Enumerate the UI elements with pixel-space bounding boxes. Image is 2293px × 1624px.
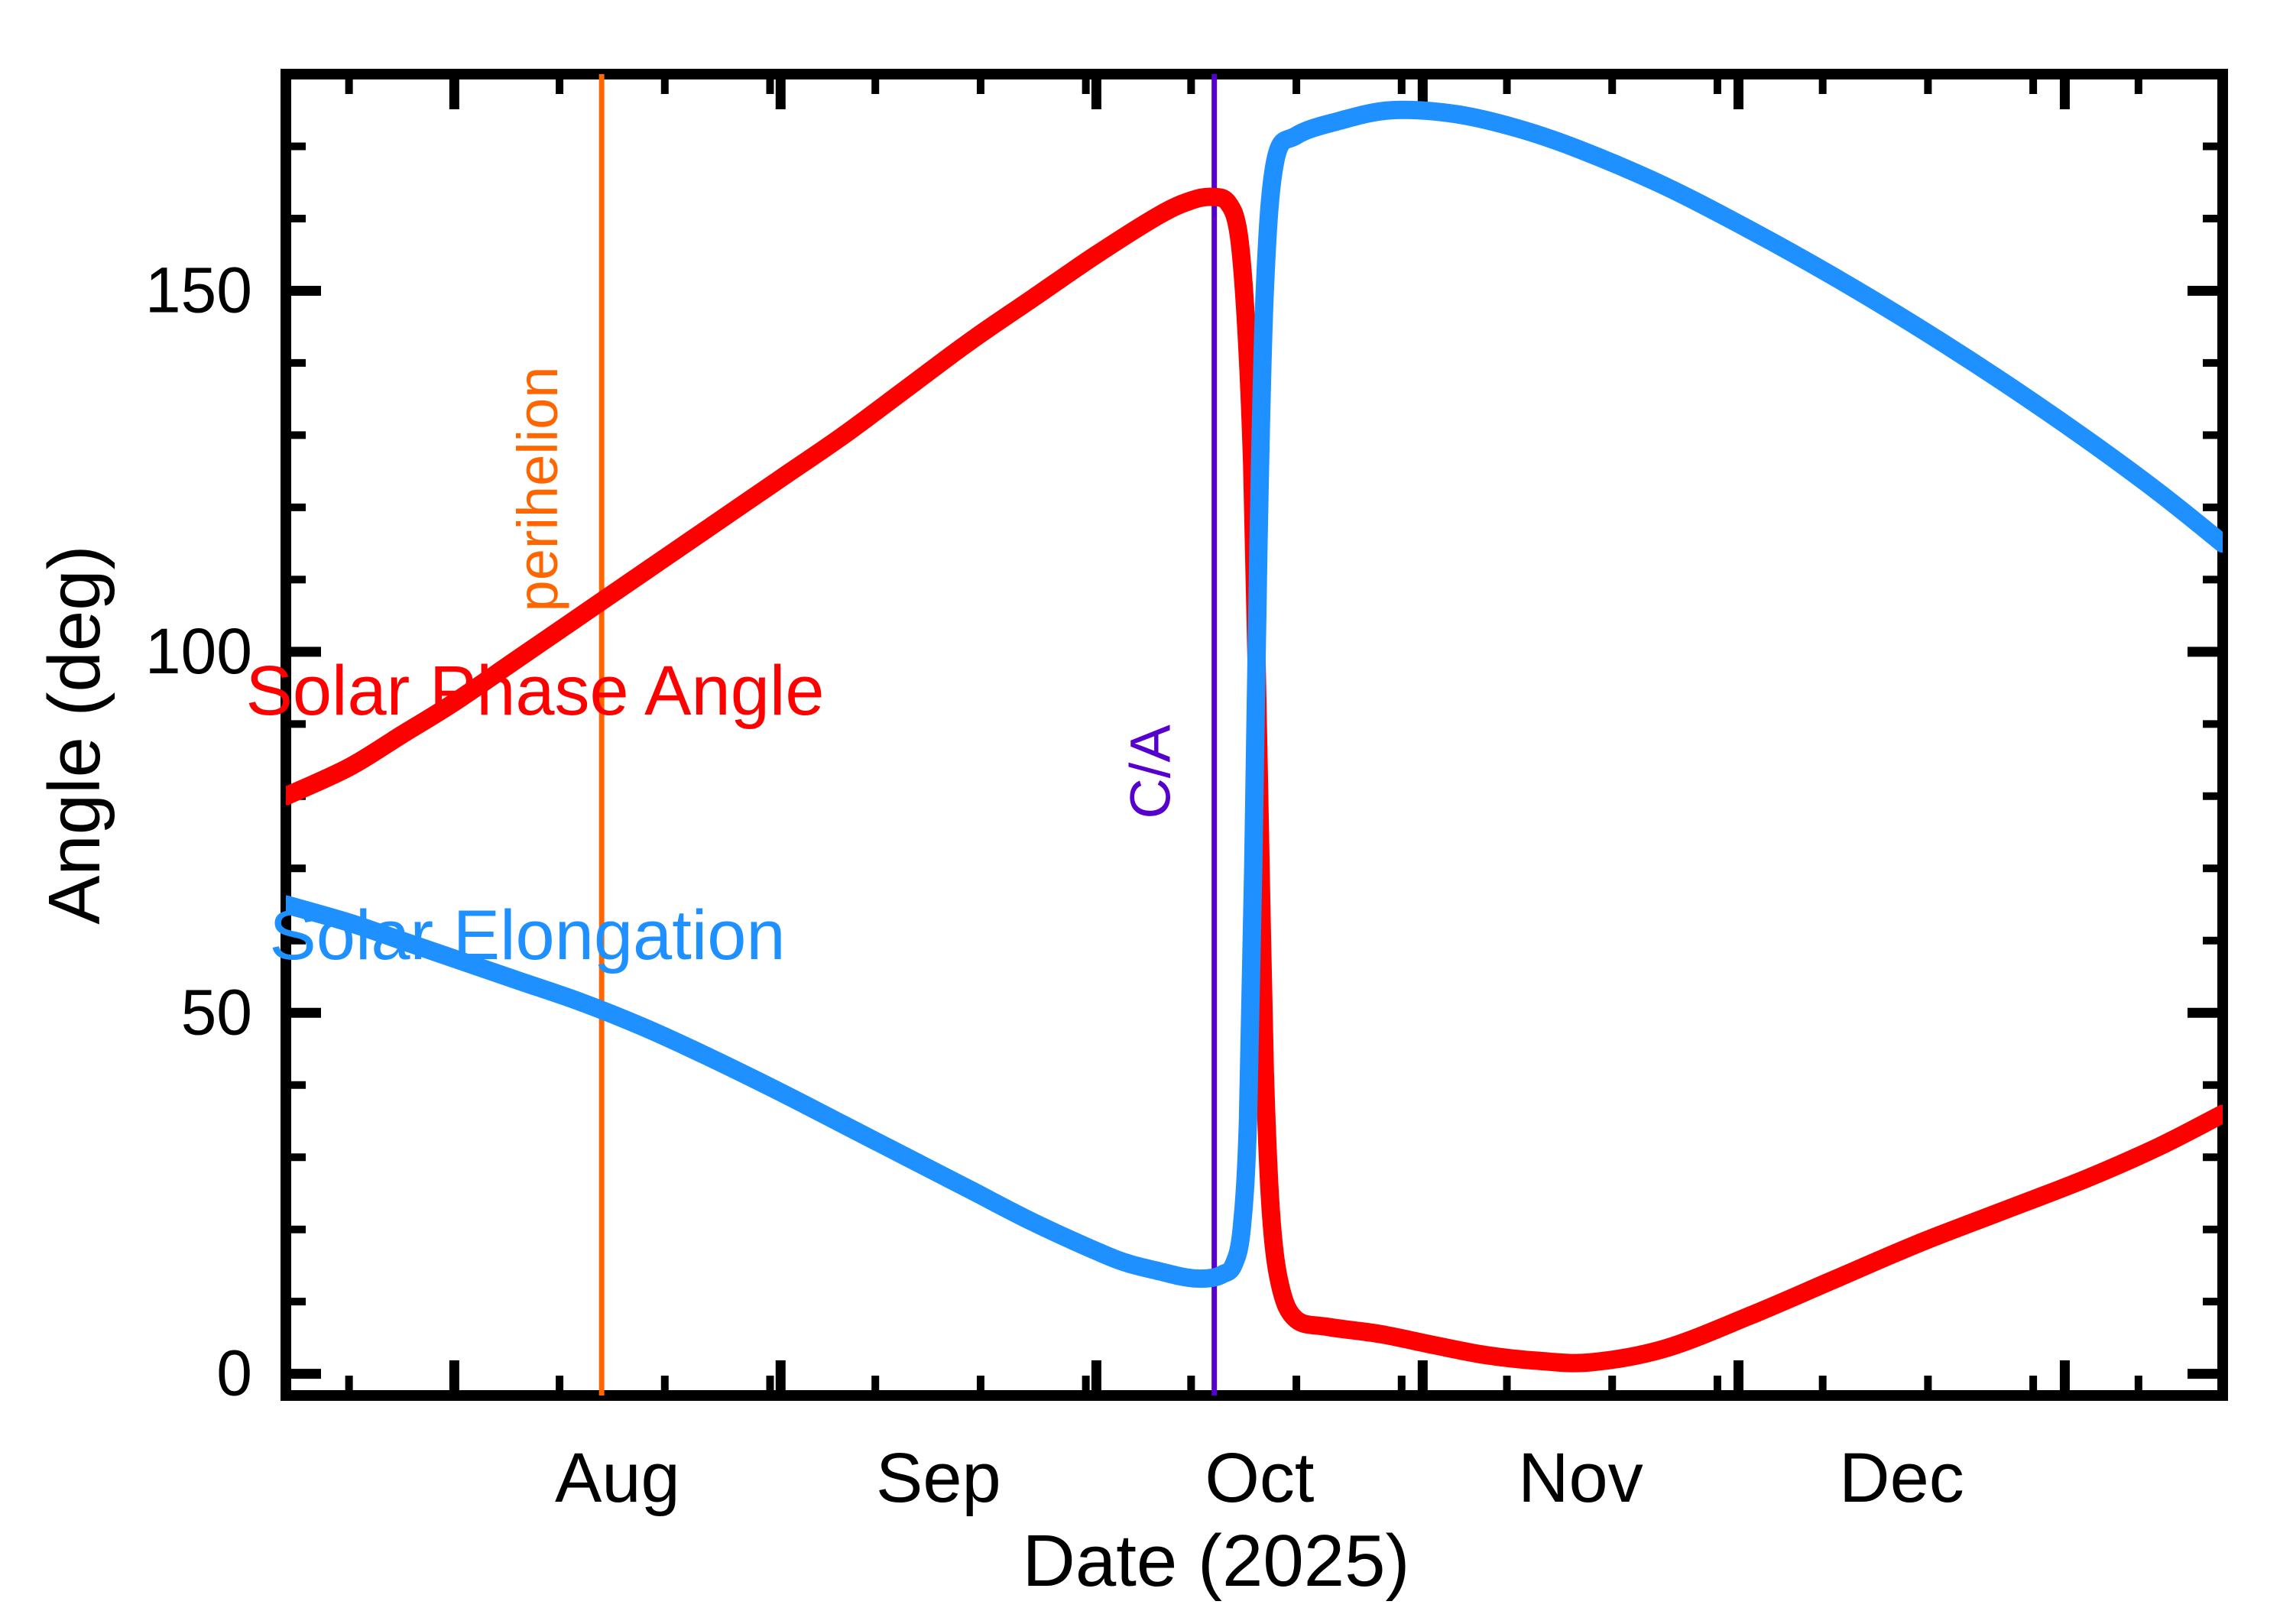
annotation-label-close-approach: C/A bbox=[1119, 724, 1182, 819]
x-axis-title: Date (2025) bbox=[1023, 1520, 1410, 1602]
series-line-solar-elongation bbox=[286, 100, 2223, 1289]
y-tick-label: 50 bbox=[181, 976, 252, 1048]
y-tick-label: 100 bbox=[145, 615, 252, 687]
y-tick-label: 0 bbox=[216, 1337, 252, 1409]
x-tick-label: Aug bbox=[555, 1439, 680, 1517]
solar-phase-angle-label: Solar Phase Angle bbox=[246, 652, 825, 730]
x-tick-label: Dec bbox=[1839, 1439, 1964, 1517]
solar-elongation-label: Solar Elongation bbox=[269, 896, 785, 974]
x-tick-label: Sep bbox=[876, 1439, 1001, 1517]
y-tick-label: 150 bbox=[145, 254, 252, 326]
x-tick-label: Nov bbox=[1518, 1439, 1643, 1517]
x-tick-label: Oct bbox=[1205, 1439, 1314, 1517]
plot-frame bbox=[281, 69, 2228, 1401]
y-axis-title: Angle (deg) bbox=[34, 545, 115, 924]
annotation-label-perihelion: perihelion bbox=[506, 367, 569, 612]
